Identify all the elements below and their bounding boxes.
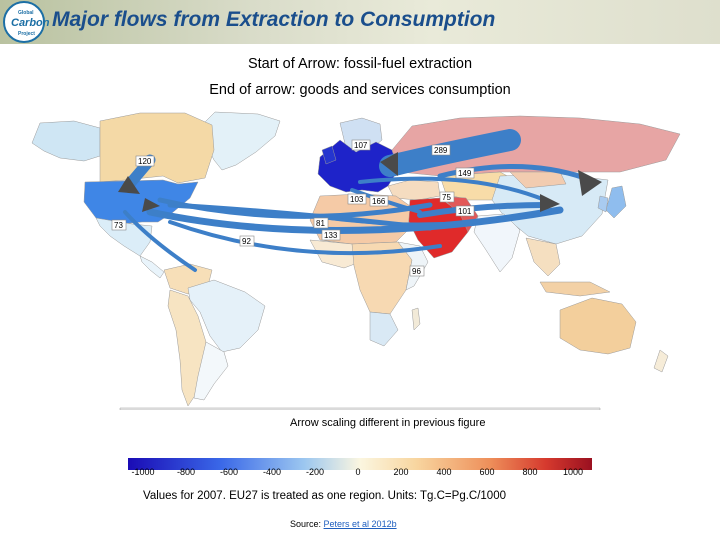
colorbar-tick: 1000 xyxy=(562,467,584,477)
southern-africa xyxy=(369,311,399,347)
flow-label: 101 xyxy=(455,205,475,217)
colorbar-tick: 400 xyxy=(436,467,452,477)
svg-text:289: 289 xyxy=(434,146,448,155)
global-carbon-project-logo: Global Carbon Project xyxy=(3,1,50,43)
argentina xyxy=(193,341,229,401)
uk-ireland xyxy=(321,145,337,165)
subtitle-line-2: End of arrow: goods and services consump… xyxy=(209,82,511,98)
figure-caption: Values for 2007. EU27 is treated as one … xyxy=(143,490,506,502)
canada xyxy=(99,112,215,184)
svg-text:149: 149 xyxy=(458,169,472,178)
colorbar-gradient xyxy=(128,458,592,470)
korea xyxy=(597,195,609,213)
japan xyxy=(605,185,627,219)
colorbar-tick: 600 xyxy=(479,467,495,477)
svg-text:107: 107 xyxy=(354,141,368,150)
svg-text:103: 103 xyxy=(350,195,364,204)
new-zealand xyxy=(653,349,669,373)
svg-text:101: 101 xyxy=(458,207,472,216)
flow-label: 103 xyxy=(347,193,367,205)
madagascar xyxy=(411,307,421,331)
flow-arrow-americas-usa xyxy=(123,210,197,272)
arrow-head-eu xyxy=(380,152,398,176)
svg-text:75: 75 xyxy=(442,193,451,202)
svg-text:73: 73 xyxy=(114,221,123,230)
mongolia xyxy=(509,171,567,189)
arrow-head-usa xyxy=(118,176,140,194)
flow-label: 96 xyxy=(409,265,425,277)
world-flow-map: 120 73 107 289 149 103 166 75 101 81 133… xyxy=(31,111,681,410)
flow-label: 75 xyxy=(439,191,455,203)
subtitle-line-1: Start of Arrow: fossil-fuel extraction xyxy=(247,56,473,72)
flow-label: 289 xyxy=(431,144,451,156)
flow-label: 107 xyxy=(351,139,371,151)
flow-label: 166 xyxy=(369,195,389,207)
flow-arrow-mideast-asia xyxy=(168,220,442,256)
countries xyxy=(31,111,681,410)
flow-label: 133 xyxy=(321,229,341,241)
colorbar-tick: -400 xyxy=(262,467,282,477)
colorbar-tick: -200 xyxy=(305,467,325,477)
colorbar-tick: 800 xyxy=(522,467,538,477)
arrow-heads xyxy=(118,152,602,212)
colorbar-ticks: -1000 -800 -600 -400 -200 0 200 400 600 … xyxy=(0,467,720,481)
source-link[interactable]: Peters et al 2012b xyxy=(323,519,397,529)
brazil xyxy=(187,279,266,353)
logo-text-carbon: Carbon xyxy=(11,17,50,29)
flow-label: 149 xyxy=(455,167,475,179)
arrow-scaling-note: Arrow scaling different in previous figu… xyxy=(290,417,486,429)
flow-arrow-mideast-china xyxy=(417,202,548,218)
flow-label: 92 xyxy=(239,235,255,247)
colorbar-tick: -800 xyxy=(176,467,196,477)
australia xyxy=(559,297,637,355)
alaska xyxy=(31,120,101,162)
logo-text-project: Project xyxy=(18,31,35,37)
flow-label: 120 xyxy=(135,155,155,167)
southeast-asia xyxy=(525,237,561,277)
svg-text:120: 120 xyxy=(138,157,152,166)
flow-arrow-russia-usa xyxy=(157,197,433,219)
slide-title: Major flows from Extraction to Consumpti… xyxy=(52,8,496,31)
svg-text:81: 81 xyxy=(316,219,325,228)
antarctic-edge xyxy=(119,407,601,410)
flow-label: 81 xyxy=(313,217,329,229)
svg-text:133: 133 xyxy=(324,231,338,240)
arrow-head-east-asia xyxy=(578,170,602,196)
flow-labels: 120 73 107 289 149 103 166 75 101 81 133… xyxy=(111,139,475,277)
flow-arrow-eu-china xyxy=(358,176,547,202)
arrow-head-china xyxy=(540,194,560,212)
svg-text:96: 96 xyxy=(412,267,421,276)
flow-label: 73 xyxy=(111,219,127,231)
colorbar-tick: -600 xyxy=(219,467,239,477)
colorbar xyxy=(128,458,592,470)
colorbar-tick: 0 xyxy=(355,467,361,477)
svg-text:92: 92 xyxy=(242,237,251,246)
logo-text-global: Global xyxy=(18,10,34,16)
colorbar-tick: -1000 xyxy=(131,467,155,477)
central-america xyxy=(139,255,165,279)
source-prefix: Source: xyxy=(290,519,324,529)
title-bar: Global Carbon Project Major flows from E… xyxy=(0,0,720,44)
indonesia xyxy=(539,281,611,297)
colorbar-tick: 200 xyxy=(393,467,409,477)
source-citation: Source: Peters et al 2012b xyxy=(290,519,397,529)
andes xyxy=(167,289,207,407)
svg-text:166: 166 xyxy=(372,197,386,206)
flow-arrow-asia-europe xyxy=(298,210,558,226)
arrow-head-americas xyxy=(142,198,160,212)
